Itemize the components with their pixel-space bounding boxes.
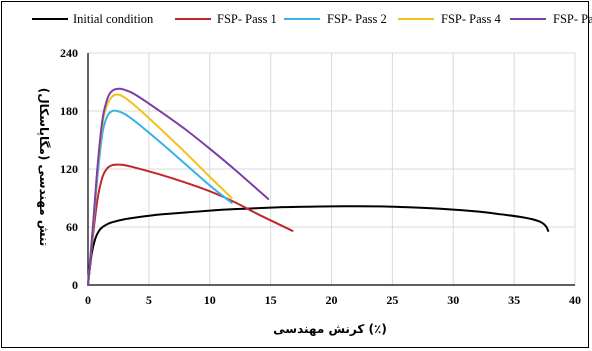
legend-label-5: FSP- Pass 6 <box>553 12 592 26</box>
x-tick-label: 20 <box>326 293 338 307</box>
y-tick-label: 120 <box>60 162 78 176</box>
x-axis-label: کرنش مهندسی (٪) <box>273 322 387 336</box>
grid <box>88 52 576 285</box>
legend-label-2: FSP- Pass 1 <box>217 12 277 26</box>
legend-label-1: Initial condition <box>73 12 154 26</box>
x-tick-label: 35 <box>508 293 520 307</box>
axes: 0 5 10 15 20 25 30 35 40 0 60 120 180 240 <box>60 46 581 307</box>
y-tick-label: 0 <box>72 278 78 292</box>
x-tick-label: 15 <box>265 293 277 307</box>
legend-label-3: FSP- Pass 2 <box>327 12 387 26</box>
legend-label-4: FSP- Pass 4 <box>441 12 501 26</box>
series-line-5 <box>87 87 270 286</box>
x-tick-label: 5 <box>146 293 152 307</box>
y-tick-label: 240 <box>60 46 78 60</box>
x-tick-label: 0 <box>85 293 91 307</box>
y-tick-label: 180 <box>60 104 78 118</box>
legend: Initial condition FSP- Pass 1 FSP- Pass 2 F… <box>32 12 592 26</box>
series-line-2 <box>87 163 294 286</box>
x-tick-label: 40 <box>569 293 581 307</box>
x-tick-label: 30 <box>447 293 459 307</box>
series-line-1 <box>87 205 550 286</box>
y-tick-label: 60 <box>66 220 78 234</box>
y-axis-label: تنش مهندسی (مگاپاسکال) <box>37 88 51 246</box>
x-tick-label: 25 <box>386 293 398 307</box>
series-lines <box>87 87 550 286</box>
x-tick-label: 10 <box>204 293 216 307</box>
